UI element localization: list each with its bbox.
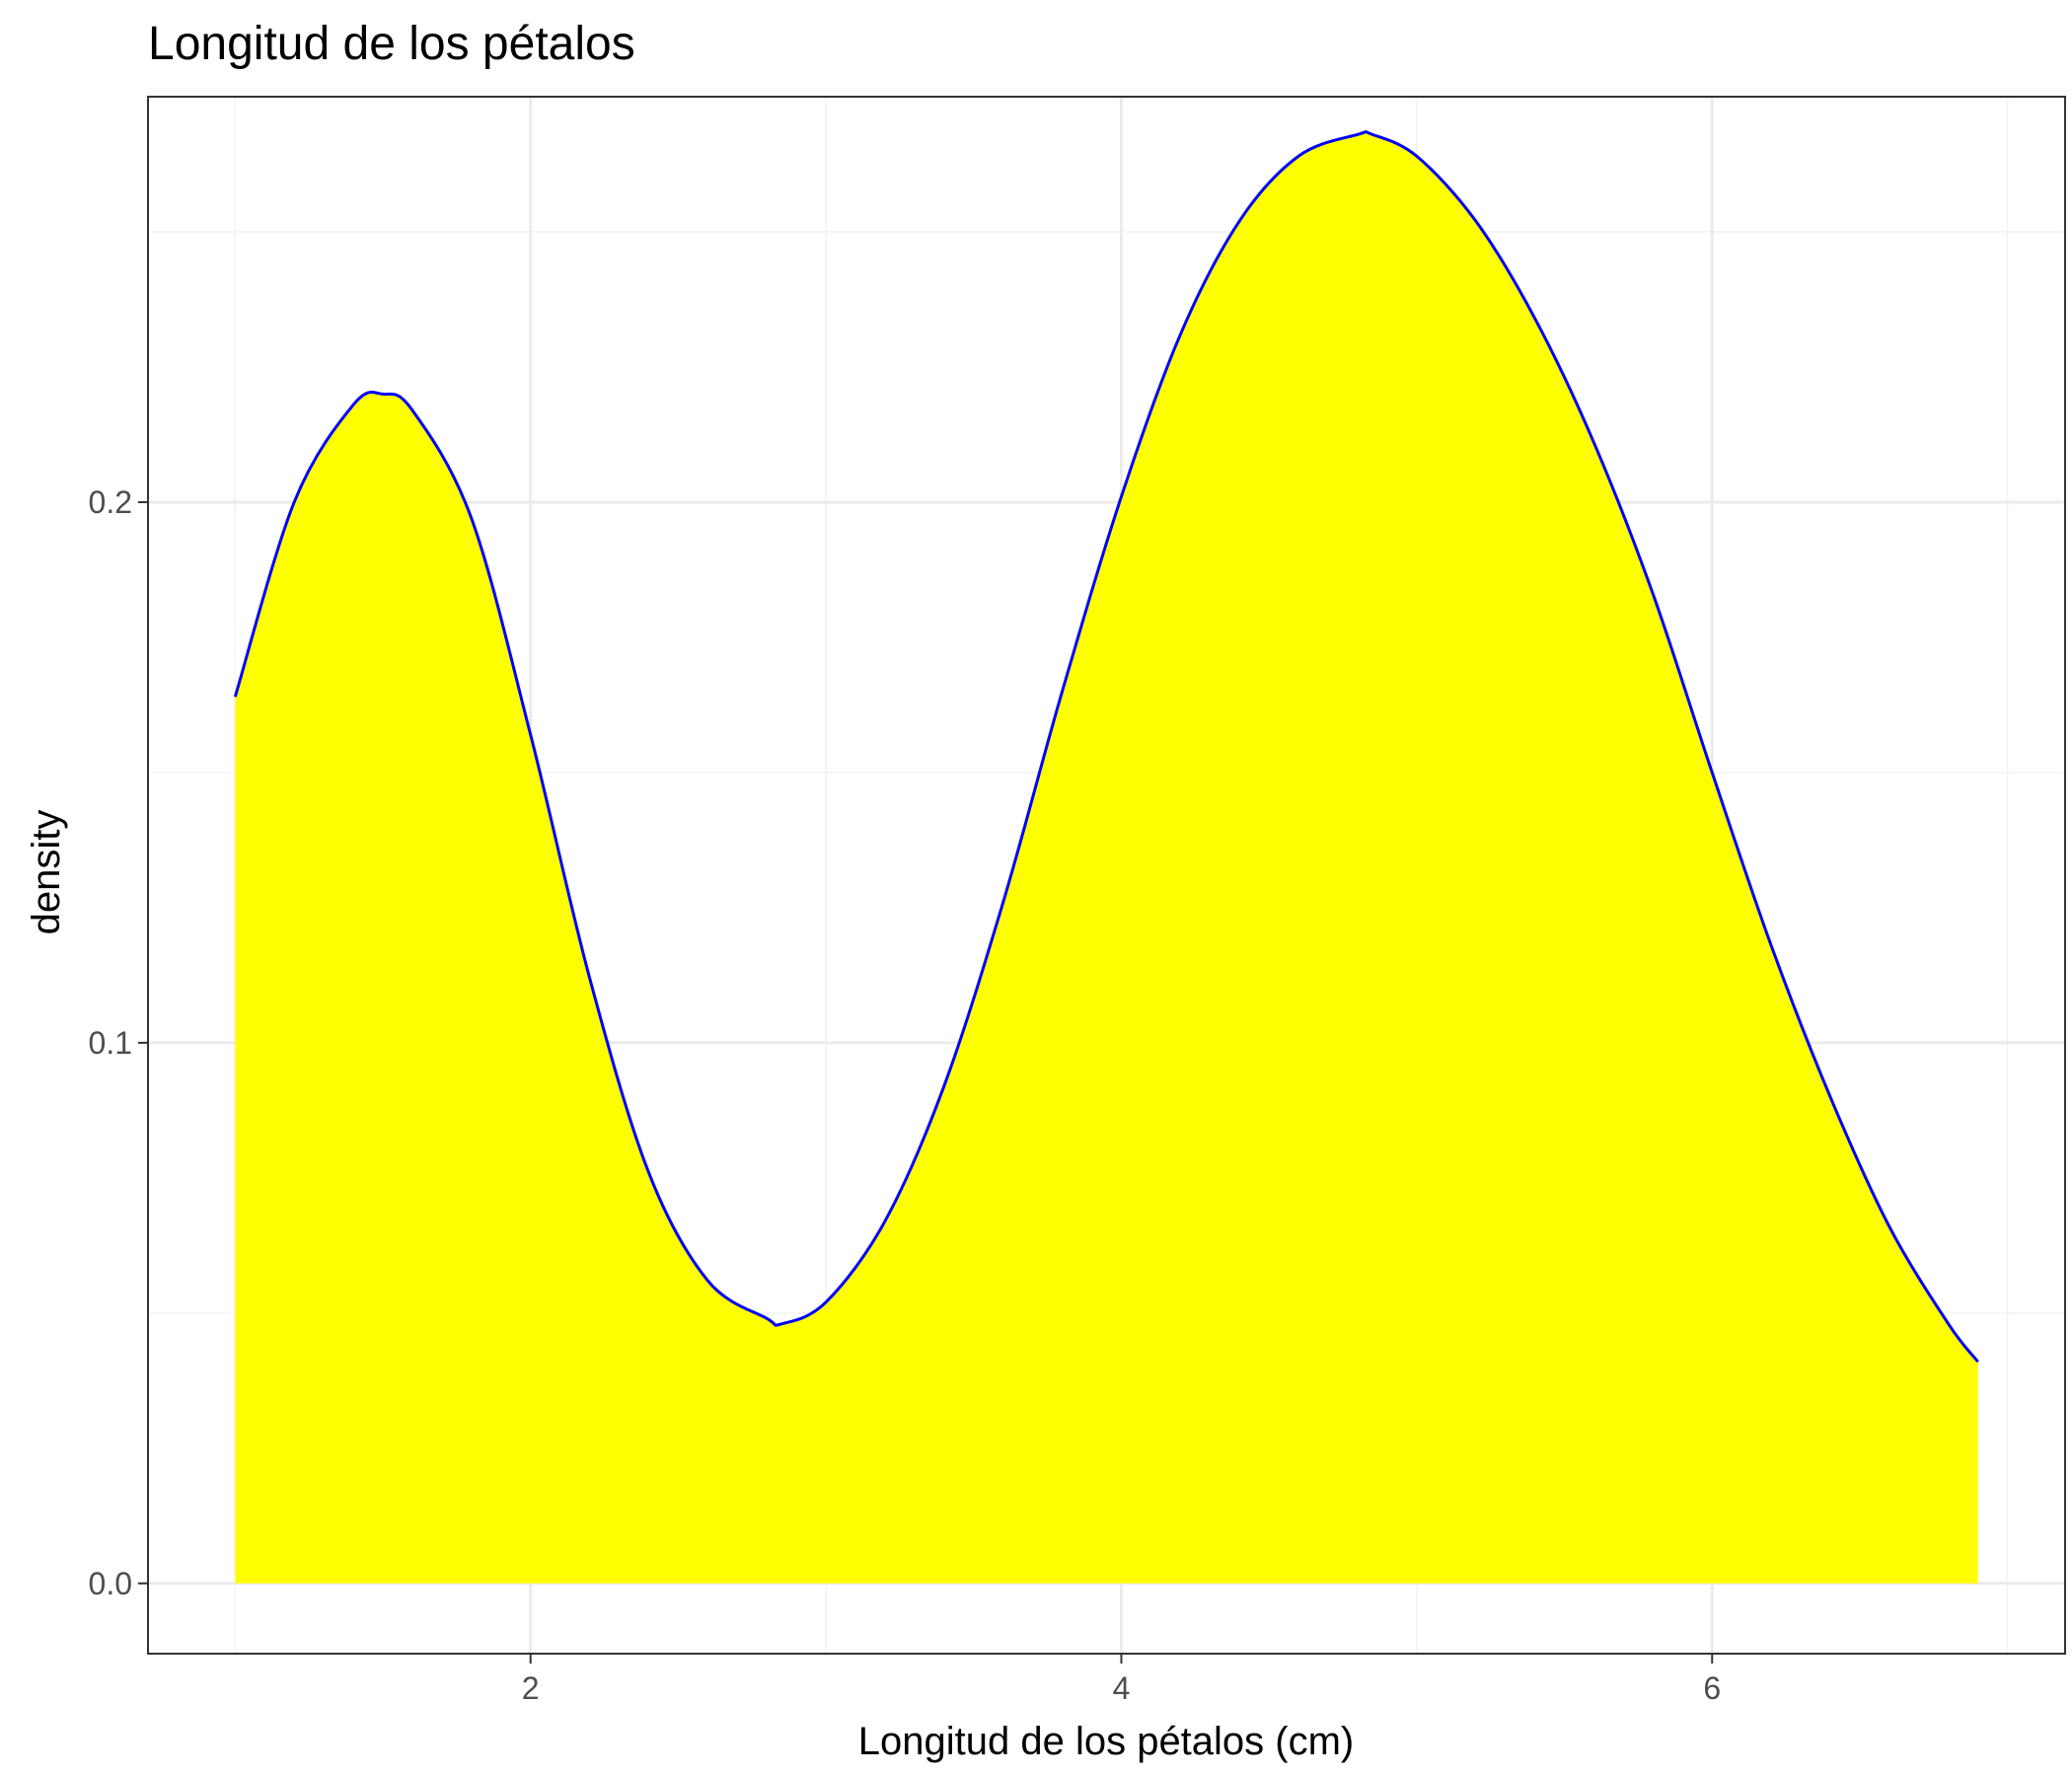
x-tick-label: 6: [1703, 1670, 1721, 1706]
y-tick-label: 0.0: [89, 1566, 132, 1601]
chart-title: Longitud de los pétalos: [148, 18, 635, 70]
y-tick-label: 0.2: [89, 484, 132, 520]
x-axis-title: Longitud de los pétalos (cm): [858, 1720, 1355, 1763]
y-axis-title: density: [25, 810, 68, 935]
x-axis: 2 4 6: [522, 1654, 1721, 1706]
y-axis: 0.0 0.1 0.2: [89, 484, 148, 1601]
x-tick-label: 2: [522, 1670, 540, 1706]
density-line: [233, 130, 1979, 1364]
density-area: [235, 131, 1978, 1584]
panel-border: [147, 96, 2066, 1655]
x-tick-label: 4: [1113, 1670, 1131, 1706]
y-tick-label: 0.1: [89, 1025, 132, 1061]
